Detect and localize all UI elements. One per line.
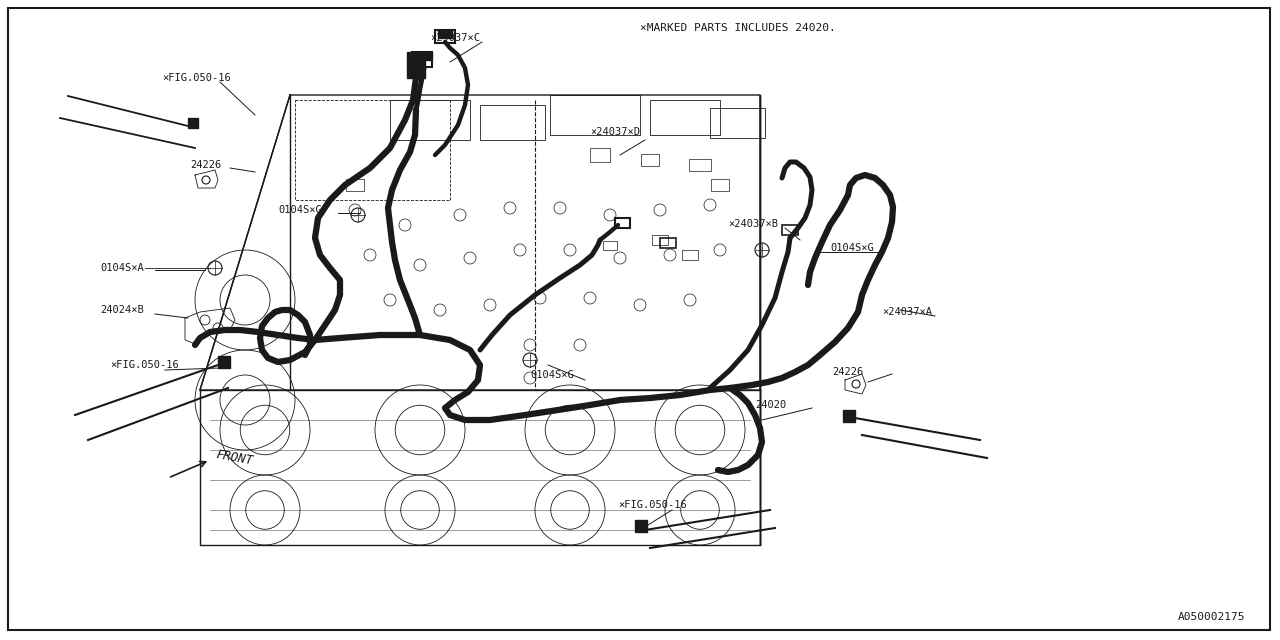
Text: ×MARKED PARTS INCLUDES 24020.: ×MARKED PARTS INCLUDES 24020.	[640, 23, 836, 33]
Bar	[710, 179, 730, 191]
Text: ×24037×C: ×24037×C	[430, 33, 480, 43]
Bar	[346, 179, 364, 191]
Bar	[650, 100, 719, 135]
Text: 24226: 24226	[832, 367, 863, 377]
Polygon shape	[407, 52, 425, 78]
Bar	[603, 241, 617, 250]
Text: 24024×B: 24024×B	[100, 305, 143, 315]
Bar	[660, 238, 676, 248]
Text: ×24037×A: ×24037×A	[882, 307, 932, 317]
Bar	[635, 520, 646, 532]
Bar	[652, 235, 668, 245]
Text: 0104S×A: 0104S×A	[100, 263, 143, 273]
Text: 24226: 24226	[189, 160, 221, 170]
Bar	[844, 410, 855, 422]
Polygon shape	[412, 52, 433, 60]
Bar	[641, 154, 659, 166]
Bar	[390, 100, 470, 140]
Bar	[614, 218, 630, 228]
Bar	[218, 356, 230, 368]
Text: ×FIG.050-16: ×FIG.050-16	[618, 500, 687, 510]
Text: ×FIG.050-16: ×FIG.050-16	[110, 360, 179, 370]
Bar	[412, 52, 433, 67]
Polygon shape	[438, 30, 452, 38]
Bar	[550, 95, 640, 135]
Bar	[782, 225, 797, 235]
Text: ×FIG.050-16: ×FIG.050-16	[163, 73, 230, 83]
Text: ×24037×B: ×24037×B	[728, 219, 778, 229]
Bar	[480, 105, 545, 140]
Bar	[682, 250, 698, 260]
Text: A050002175: A050002175	[1178, 612, 1245, 622]
Bar	[689, 159, 710, 171]
Text: 24020: 24020	[755, 400, 786, 410]
Bar	[590, 148, 611, 162]
Text: 0104S×G: 0104S×G	[530, 370, 573, 380]
Text: FRONT: FRONT	[215, 449, 255, 468]
Bar	[710, 108, 765, 138]
Text: ×24037×D: ×24037×D	[590, 127, 640, 137]
Text: 0104S×G: 0104S×G	[829, 243, 874, 253]
Bar	[188, 118, 198, 128]
Bar	[435, 30, 454, 43]
Text: 0104S×G: 0104S×G	[278, 205, 321, 215]
